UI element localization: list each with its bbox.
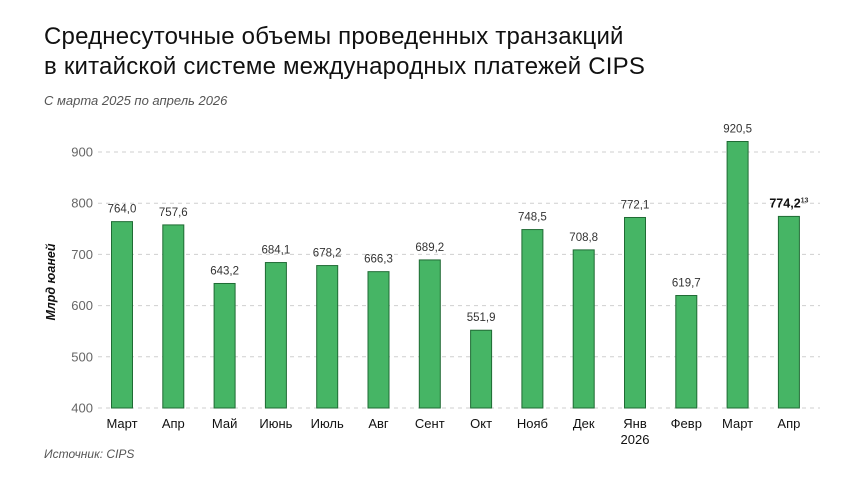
data-label: 920,5	[723, 124, 752, 136]
bar	[316, 265, 339, 409]
y-tick-label: 800	[71, 196, 93, 211]
y-tick-label: 400	[71, 401, 93, 416]
data-label: 643,2	[210, 265, 239, 277]
data-label: 684,1	[262, 245, 291, 257]
data-label: 708,8	[569, 232, 598, 244]
bar	[213, 282, 236, 409]
x-axis: Март Апр Май Июнь Июль Авг Сент Окт Нояб Дек Янв20…	[106, 416, 800, 447]
data-label: 689,2	[415, 242, 444, 254]
bar	[418, 259, 441, 409]
bar	[777, 215, 800, 409]
x-tick-label: 2026	[621, 432, 650, 447]
bar	[264, 262, 287, 409]
bar	[470, 329, 493, 409]
bar	[111, 221, 133, 409]
bars	[111, 141, 800, 409]
footnote-marker: 13	[801, 197, 809, 204]
x-tick-label: Янв	[623, 416, 647, 431]
chart-title-line-1: Среднесуточные объемы проведенных транза…	[44, 23, 624, 50]
chart-subtitle: С марта 2025 по апрель 2026	[44, 93, 228, 108]
x-tick-label: Март	[106, 416, 137, 431]
data-label: 619,7	[672, 278, 701, 290]
data-label: 764,0	[108, 204, 137, 216]
bar	[675, 295, 698, 409]
bar	[726, 141, 749, 409]
data-label: 551,9	[467, 312, 496, 324]
data-label: 666,3	[364, 254, 393, 266]
y-axis: 400 500 600 700 800 900	[71, 145, 93, 416]
bar	[572, 249, 595, 409]
x-tick-label: Июль	[311, 416, 344, 431]
data-label: 774,213	[769, 196, 808, 210]
bar	[367, 271, 390, 409]
bar	[162, 224, 185, 409]
x-tick-label: Июнь	[259, 416, 292, 431]
chart-title: Среднесуточные объемы проведенных транза…	[44, 22, 824, 82]
x-tick-label: Апр	[777, 416, 800, 431]
y-tick-label: 600	[71, 298, 93, 313]
gridlines	[98, 151, 820, 409]
bar	[624, 216, 646, 409]
x-tick-label: Дек	[573, 416, 595, 431]
y-axis-label: Млрд юаней	[44, 243, 58, 320]
source-note: Источник: CIPS	[44, 447, 135, 461]
chart-title-line-2: в китайской системе международных платеж…	[44, 53, 646, 80]
bar	[521, 229, 544, 409]
data-label: 678,2	[313, 248, 342, 260]
x-tick-label: Апр	[162, 416, 185, 431]
data-label: 748,5	[518, 212, 547, 224]
data-label: 772,1	[621, 199, 650, 211]
x-tick-label: Май	[212, 416, 237, 431]
y-tick-label: 500	[71, 349, 93, 364]
x-tick-label: Авг	[368, 416, 389, 431]
x-tick-label: Окт	[470, 416, 492, 431]
x-tick-label: Сент	[415, 416, 445, 431]
y-tick-label: 900	[71, 145, 93, 160]
y-tick-label: 700	[71, 247, 93, 262]
x-tick-label: Март	[722, 416, 753, 431]
value-labels: 764,0 757,6 643,2 684,1 678,2 666,3 689,2 551,9…	[108, 124, 809, 325]
x-tick-label: Февр	[671, 416, 702, 431]
x-tick-label: Нояб	[517, 416, 548, 431]
data-label: 757,6	[159, 207, 188, 219]
